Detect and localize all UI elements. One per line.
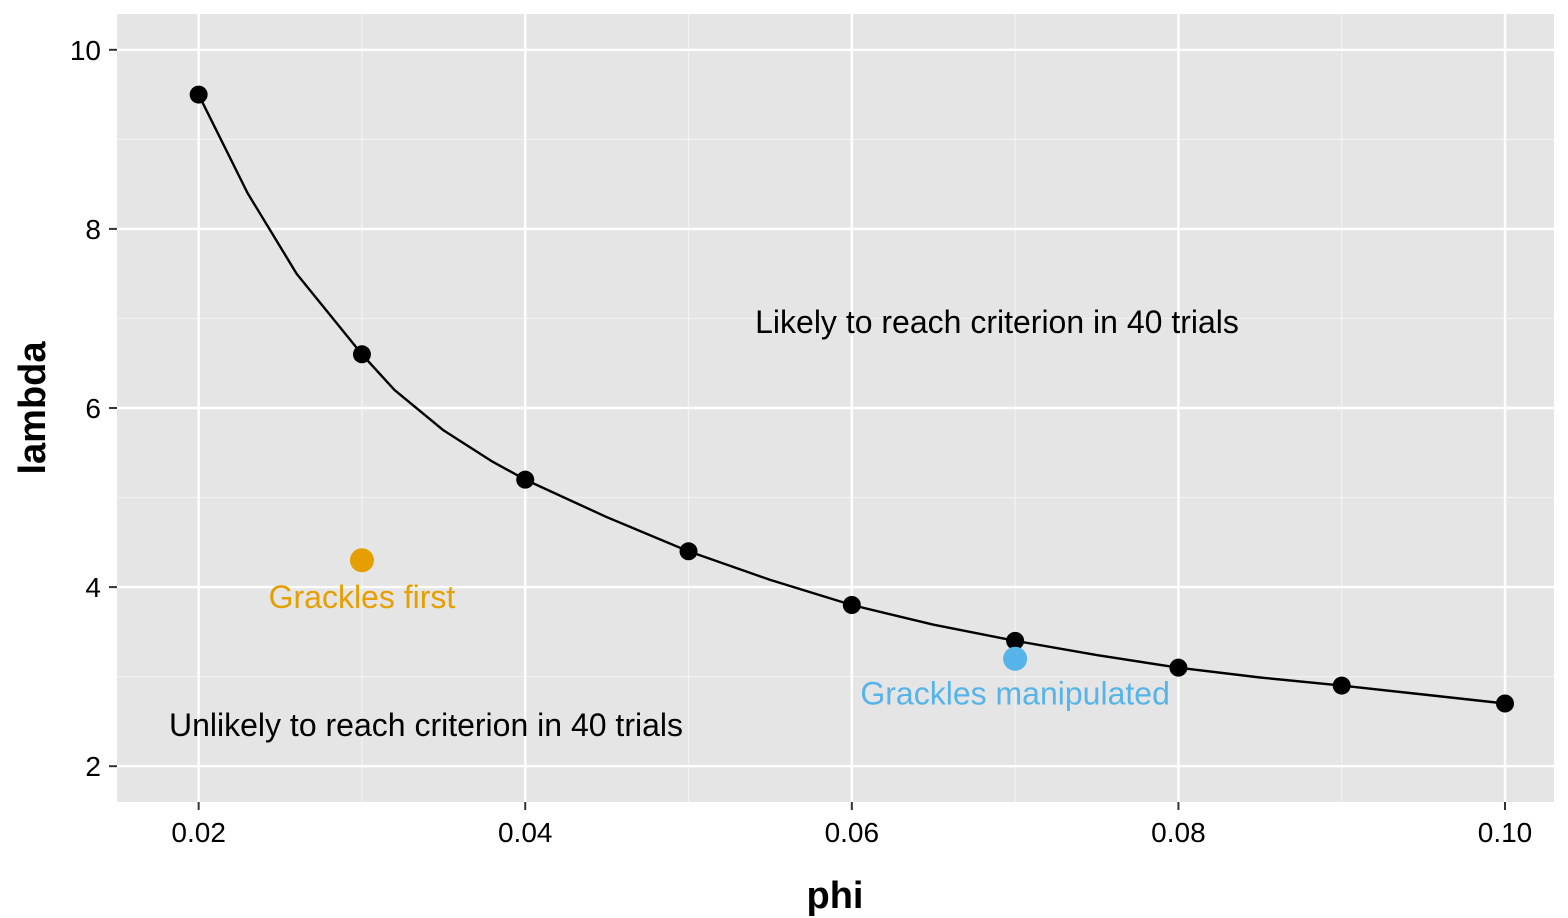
x-tick-label: 0.04 bbox=[498, 817, 553, 848]
grid-major bbox=[117, 14, 1554, 802]
group-point bbox=[1003, 646, 1028, 671]
group-point bbox=[349, 548, 374, 573]
group-label-grackles-manipulated: Grackles manipulated bbox=[860, 676, 1169, 712]
x-axis-title: phi bbox=[807, 875, 864, 917]
threshold-point bbox=[516, 470, 535, 489]
threshold-point bbox=[1169, 658, 1188, 677]
y-tick-label: 4 bbox=[85, 572, 101, 603]
x-tick-label: 0.02 bbox=[171, 817, 226, 848]
y-axis: 2 4 6 8 10 bbox=[70, 35, 117, 782]
threshold-point bbox=[1496, 694, 1515, 713]
y-axis-title: lambda bbox=[12, 341, 54, 475]
x-tick-label: 0.06 bbox=[825, 817, 880, 848]
group-points-layer bbox=[349, 548, 1028, 671]
threshold-point bbox=[1006, 631, 1025, 650]
threshold-point bbox=[679, 542, 698, 561]
x-axis: 0.02 0.04 0.06 0.08 0.10 bbox=[171, 802, 1532, 848]
y-tick-label: 2 bbox=[85, 751, 101, 782]
group-label-grackles-first: Grackles first bbox=[269, 579, 456, 615]
y-tick-label: 10 bbox=[70, 35, 101, 66]
annotation-likely: Likely to reach criterion in 40 trials bbox=[755, 304, 1239, 340]
threshold-points-layer bbox=[189, 85, 1515, 713]
x-tick-label: 0.08 bbox=[1151, 817, 1206, 848]
threshold-point bbox=[842, 596, 861, 614]
y-tick-label: 8 bbox=[85, 214, 101, 245]
threshold-point bbox=[189, 85, 208, 104]
threshold-point bbox=[1332, 676, 1351, 695]
y-tick-label: 6 bbox=[85, 393, 101, 424]
x-tick-label: 0.10 bbox=[1478, 817, 1533, 848]
annotation-unlikely: Unlikely to reach criterion in 40 trials bbox=[169, 707, 683, 743]
threshold-point bbox=[352, 345, 371, 364]
